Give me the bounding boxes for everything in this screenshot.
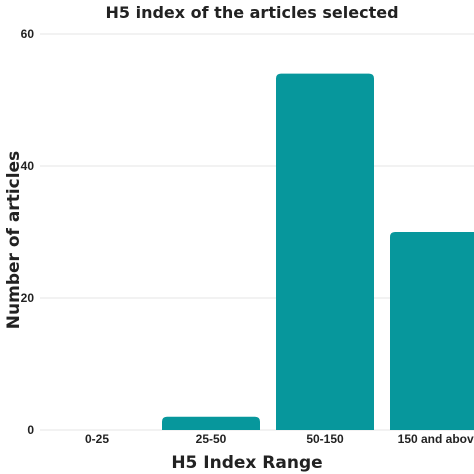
- x-tick-label: 50-150: [306, 432, 344, 446]
- y-tick-label: 20: [21, 291, 35, 305]
- y-tick-label: 0: [27, 423, 34, 437]
- x-axis-title: H5 Index Range: [171, 453, 322, 473]
- bar-25-50: [162, 416, 260, 430]
- chart-title: H5 index of the articles selected: [105, 3, 398, 22]
- bar-50-150: [276, 73, 374, 430]
- y-axis-ticks: 0 20 40 60: [21, 27, 35, 437]
- x-axis-ticks: 0-25 25-50 50-150 150 and above: [85, 432, 474, 446]
- bars: [162, 73, 474, 430]
- y-tick-label: 40: [21, 159, 35, 173]
- bar-150-and-above: [390, 232, 474, 430]
- y-axis-title: Number of articles: [4, 151, 24, 329]
- x-tick-label: 25-50: [196, 432, 227, 446]
- y-tick-label: 60: [21, 27, 35, 41]
- x-tick-label: 150 and above: [398, 432, 474, 446]
- x-tick-label: 0-25: [85, 432, 109, 446]
